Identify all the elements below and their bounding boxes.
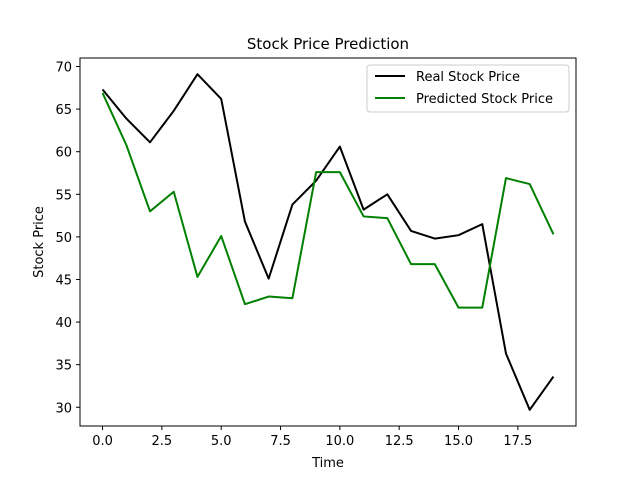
- chart-title: Stock Price Prediction: [247, 35, 409, 53]
- x-tick-label: 7.5: [270, 434, 291, 449]
- y-tick-label: 50: [55, 231, 72, 246]
- x-tick-label: 0.0: [92, 434, 113, 449]
- x-tick-label: 5.0: [211, 434, 232, 449]
- y-tick-label: 35: [55, 359, 72, 374]
- y-tick-label: 65: [55, 103, 72, 118]
- x-tick-label: 17.5: [503, 434, 532, 449]
- y-axis-title: Stock Price: [32, 206, 47, 278]
- x-axis: 0.0 2.5 5.0 7.5 10.0 12.5 15.0 17.5: [92, 426, 532, 449]
- x-tick-label: 2.5: [152, 434, 173, 449]
- y-tick-label: 45: [55, 273, 72, 288]
- x-tick-label: 12.5: [385, 434, 414, 449]
- y-tick-label: 40: [55, 316, 72, 331]
- y-tick-label: 55: [55, 188, 72, 203]
- y-tick-label: 30: [55, 401, 72, 416]
- series-layer: [101, 73, 555, 411]
- series-line-predicted: [101, 92, 555, 309]
- legend: Real Stock Price Predicted Stock Price: [366, 64, 570, 113]
- legend-label-real: Real Stock Price: [416, 70, 520, 85]
- series-line-real: [101, 73, 555, 411]
- legend-label-predicted: Predicted Stock Price: [416, 92, 553, 107]
- x-axis-title: Time: [311, 456, 344, 471]
- x-tick-label: 15.0: [444, 434, 473, 449]
- y-axis: 30 35 40 45 50 55 60 65 70: [55, 61, 80, 416]
- x-tick-label: 10.0: [325, 434, 354, 449]
- plot-area: [79, 57, 577, 427]
- y-tick-label: 60: [55, 146, 72, 161]
- y-tick-label: 70: [55, 61, 72, 76]
- legend-box: [366, 64, 570, 113]
